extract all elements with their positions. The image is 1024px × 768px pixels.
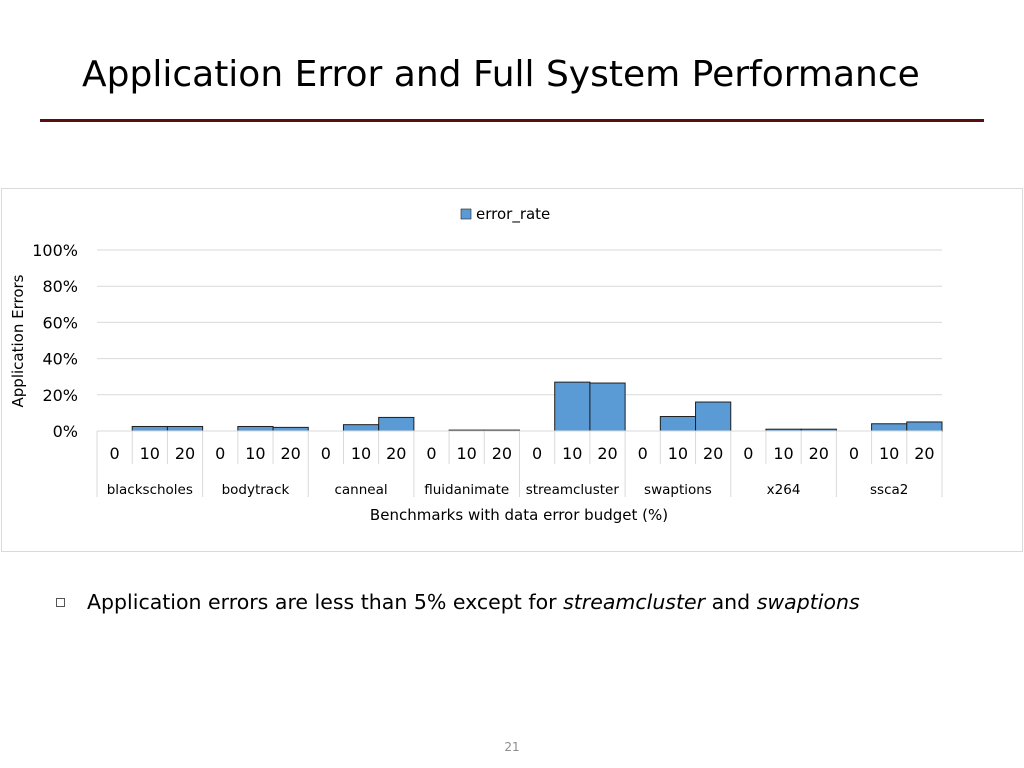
square-bullet-icon [56, 597, 65, 607]
x-axis-title: Benchmarks with data error budget (%) [370, 506, 668, 524]
slide-title: Application Error and Full System Perfor… [82, 54, 920, 95]
bullet-text: Application errors are less than 5% exce… [87, 590, 860, 614]
y-tick-label: 60% [42, 313, 78, 332]
bar-blackscholes-10 [131, 425, 168, 432]
x-subcategory-label: 10 [668, 444, 688, 463]
bullet-text-middle: and [705, 590, 757, 614]
x-group-label: swaptions [644, 482, 712, 498]
bar-canneal-10 [342, 424, 380, 432]
y-tick-label: 20% [42, 386, 78, 405]
title-divider [40, 119, 984, 122]
x-subcategory-label: 10 [351, 444, 371, 463]
bar-ssca2-20 [906, 421, 943, 432]
x-subcategory-label: 0 [638, 444, 648, 463]
x-subcategory-label: 20 [386, 444, 406, 463]
x-subcategory-label: 10 [879, 444, 899, 463]
x-group-label: streamcluster [526, 482, 620, 498]
x-subcategory-label: 20 [597, 444, 617, 463]
bullet-item: Application errors are less than 5% exce… [56, 586, 860, 618]
x-subcategory-label: 20 [809, 444, 829, 463]
bullet-text-prefix: Application errors are less than 5% exce… [87, 590, 564, 614]
x-group-label: x264 [767, 482, 801, 498]
x-subcategory-label: 20 [914, 444, 934, 463]
bar-bodytrack-20 [272, 426, 309, 432]
bar-swaptions-10 [659, 416, 697, 432]
x-subcategory-label: 10 [140, 444, 160, 463]
x-subcategory-label: 0 [215, 444, 225, 463]
bar-bodytrack-10 [237, 425, 274, 432]
bar-streamcluster-10 [554, 381, 591, 432]
x-subcategory-label: 0 [743, 444, 753, 463]
legend-swatch [460, 208, 472, 220]
bar-blackscholes-20 [166, 425, 204, 432]
bar-swaptions-20 [695, 401, 732, 432]
x-subcategory-label: 20 [175, 444, 195, 463]
x-subcategory-label: 0 [110, 444, 120, 463]
x-group-label: blackscholes [107, 482, 193, 498]
x-subcategory-label: 20 [280, 444, 300, 463]
x-subcategory-label: 10 [457, 444, 477, 463]
chart-area: 0% 20% 40% 60% 80% 100% Application Errors erro… [1, 188, 1023, 552]
y-axis-title: Application Errors [9, 274, 27, 407]
x-subcategory-label: 10 [245, 444, 265, 463]
y-tick-label: 40% [42, 350, 78, 369]
x-group-label: ssca2 [870, 482, 908, 498]
x-group-label: canneal [334, 482, 387, 498]
y-tick-label: 100% [32, 241, 78, 260]
x-subcategory-label: 20 [492, 444, 512, 463]
x-subcategory-label: 20 [703, 444, 723, 463]
x-subcategory-label: 10 [562, 444, 582, 463]
error-rate-chart: 0% 20% 40% 60% 80% 100% Application Errors erro… [9, 205, 943, 524]
x-subcategory-label: 0 [321, 444, 331, 463]
x-group-label: fluidanimate [424, 482, 509, 498]
y-tick-label: 0% [53, 422, 78, 441]
bullet-italic-streamcluster: streamcluster [563, 590, 706, 614]
x-subcategory-label: 10 [773, 444, 793, 463]
legend-label: error_rate [476, 205, 550, 224]
y-tick-label: 80% [42, 277, 78, 296]
x-subcategory-label: 0 [532, 444, 542, 463]
bar-ssca2-10 [871, 423, 908, 432]
bar-canneal-20 [378, 416, 415, 432]
bar-streamcluster-20 [589, 382, 626, 432]
x-group-label: bodytrack [222, 482, 290, 498]
x-subcategory-label: 0 [849, 444, 859, 463]
page-number: 21 [504, 740, 520, 754]
bullet-italic-swaptions: swaptions [756, 590, 860, 614]
x-subcategory-label: 0 [426, 444, 436, 463]
